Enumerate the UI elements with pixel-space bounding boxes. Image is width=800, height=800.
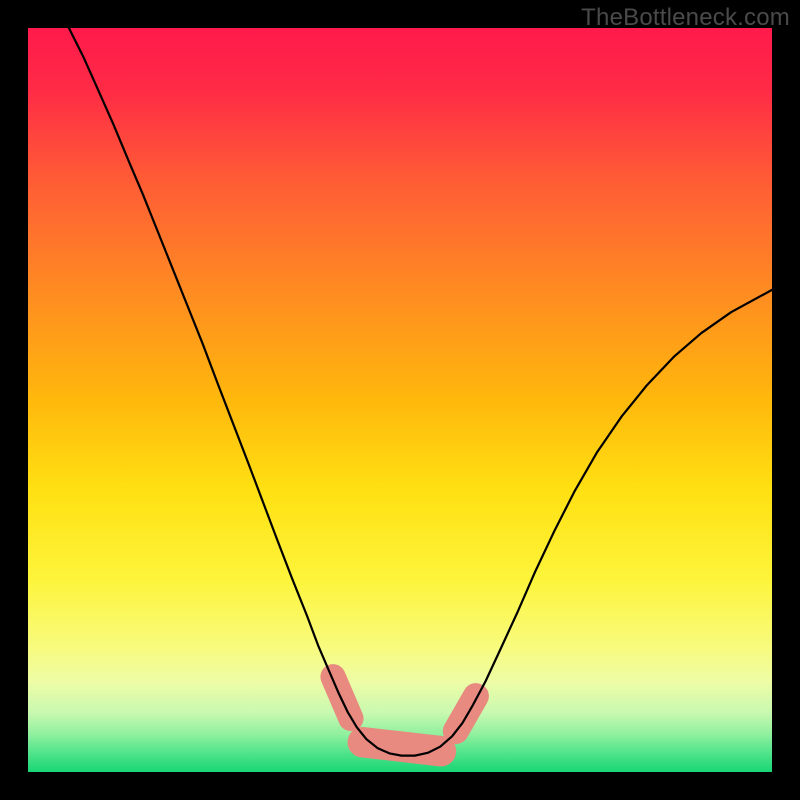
- chart-frame: TheBottleneck.com: [0, 0, 800, 800]
- watermark-text: TheBottleneck.com: [581, 4, 790, 32]
- bottleneck-curve-chart: [0, 0, 800, 800]
- trough-blob: [456, 696, 476, 731]
- plot-background: [28, 28, 772, 772]
